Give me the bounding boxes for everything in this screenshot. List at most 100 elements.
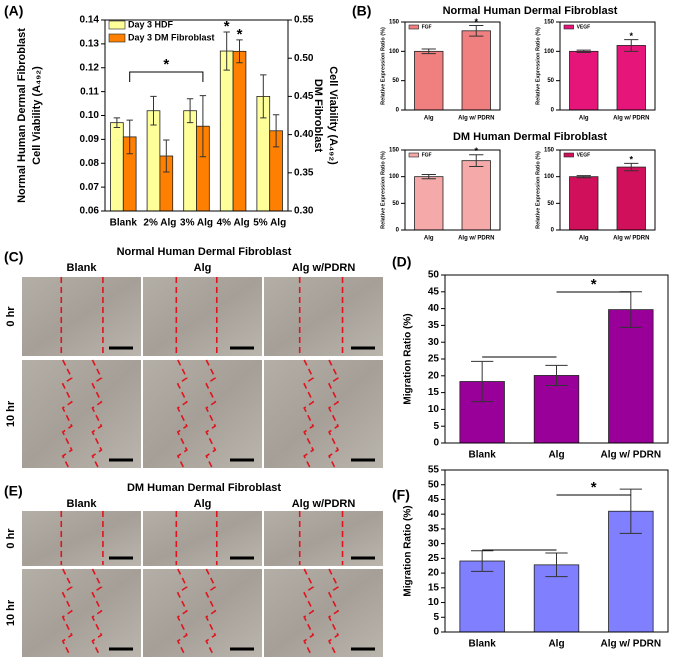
row-label: 0 hr — [5, 306, 17, 327]
y-tick-label: 150 — [389, 20, 400, 26]
error-bar — [624, 162, 639, 172]
error-bar — [545, 552, 568, 578]
y-tick-label: 50 — [428, 479, 440, 490]
y-tick-label: 150 — [544, 148, 555, 154]
error-bar — [469, 154, 484, 168]
wound-edge — [176, 359, 188, 469]
x-tick-label: 2% Alg — [143, 218, 176, 229]
error-bar — [260, 74, 267, 119]
y-tick-label: 0.09 — [80, 134, 100, 145]
bar — [414, 50, 444, 111]
x-tick-label: Blank — [469, 450, 497, 461]
x-tick-label: Alg — [579, 116, 589, 122]
legend-swatch — [408, 152, 419, 158]
x-tick-label: Alg w/ PDRN — [458, 116, 494, 122]
y-axis-label: Normal Human Dermal Fibroblast — [16, 28, 28, 203]
micrograph-title: Normal Human Dermal Fibroblast — [117, 246, 292, 258]
y-tick-label: 20 — [428, 568, 440, 579]
y-tick-label: 30 — [428, 337, 440, 348]
column-label: Alg w/PDRN — [292, 498, 356, 510]
bar — [414, 176, 444, 231]
x-tick-label: Blank — [469, 639, 497, 650]
y-tick-label: 100 — [389, 49, 400, 55]
bar — [608, 309, 654, 444]
legend-label: VEGF — [577, 152, 591, 158]
y-axis-label: Cell Viability (A₄₉₂) — [31, 66, 43, 165]
y-tick-label: 40 — [428, 303, 440, 314]
micrograph — [22, 360, 141, 468]
y-axis-label: Relative Expression Ratio (%) — [535, 151, 541, 229]
y-tick-label: 35 — [428, 320, 440, 331]
y-tick-label: 150 — [389, 148, 400, 154]
error-bar — [126, 119, 133, 155]
wound-edge — [205, 568, 217, 654]
bar — [569, 176, 599, 231]
significance-star: * — [591, 276, 597, 293]
bar — [219, 50, 234, 212]
micrograph — [264, 277, 383, 356]
y-tick-label: 10 — [428, 404, 440, 415]
y-tick-label: 40 — [428, 509, 440, 520]
y-tick-label: 25 — [428, 553, 440, 564]
wound-edge — [303, 359, 315, 469]
y-axis-label: Relative Expression Ratio (%) — [380, 27, 386, 105]
y-tick-label: 10 — [428, 597, 440, 608]
error-bar — [471, 360, 494, 403]
legend-label: VEGF — [577, 24, 591, 30]
y-tick-label: 0 — [433, 627, 439, 638]
error-bar — [272, 114, 280, 148]
y-tick-label: 30 — [428, 538, 440, 549]
bar — [569, 50, 599, 111]
error-bar — [469, 25, 484, 37]
y-tick-label: 0 — [396, 228, 400, 234]
significance-star: * — [629, 31, 633, 41]
y2-tick-label: 0.55 — [294, 15, 314, 26]
y-tick-label: 5 — [433, 421, 439, 432]
x-tick-label: Alg w/ PDRN — [601, 639, 662, 650]
y-tick-label: 0.07 — [80, 182, 100, 193]
error-bar — [471, 550, 494, 572]
y-tick-label: 0.06 — [80, 206, 100, 217]
x-tick-label: Alg — [579, 236, 589, 242]
y-tick-label: 0 — [433, 438, 439, 449]
micrograph — [264, 569, 383, 657]
y-axis-label: Migration Ratio (%) — [403, 313, 414, 404]
x-tick-label: Alg — [424, 236, 434, 242]
y-tick-label: 100 — [544, 174, 555, 180]
error-bar — [624, 39, 639, 52]
x-tick-label: 4% Alg — [217, 218, 250, 229]
legend-swatch — [408, 24, 419, 30]
legend-label: Day 3 DM Fibroblast — [128, 32, 215, 42]
error-bar — [576, 49, 591, 54]
group-title: DM Human Dermal Fibroblast — [453, 131, 607, 143]
error-bar — [163, 139, 170, 173]
y-tick-label: 15 — [428, 387, 440, 398]
micrograph — [22, 569, 141, 657]
y2-axis-label: Cell Viability (A₄₉₂) — [327, 66, 339, 165]
x-tick-label: Alg w/ PDRN — [458, 236, 494, 242]
significance-star: * — [237, 26, 243, 43]
y2-tick-label: 0.45 — [294, 91, 314, 102]
y-tick-label: 0.11 — [80, 86, 99, 97]
y2-tick-label: 0.50 — [294, 53, 314, 64]
micrograph — [143, 277, 262, 356]
plot-frame — [404, 149, 501, 231]
y-tick-label: 0 — [551, 228, 555, 234]
x-tick-label: Alg w/ PDRN — [613, 116, 649, 122]
row-label: 10 hr — [5, 400, 17, 427]
y-tick-label: 5 — [433, 612, 439, 623]
y-tick-label: 45 — [428, 494, 440, 505]
plot-frame — [404, 21, 501, 111]
panel-label: (E) — [4, 483, 23, 499]
legend-swatch — [108, 33, 126, 43]
y-tick-label: 0 — [551, 108, 555, 114]
legend-swatch — [108, 20, 126, 30]
x-tick-label: Alg w/ PDRN — [613, 236, 649, 242]
legend-label: FGF — [422, 152, 432, 158]
micrograph — [143, 569, 262, 657]
bar — [533, 375, 580, 444]
y-tick-label: 50 — [392, 78, 399, 84]
plot-frame — [559, 149, 656, 231]
column-label: Alg — [194, 498, 212, 510]
